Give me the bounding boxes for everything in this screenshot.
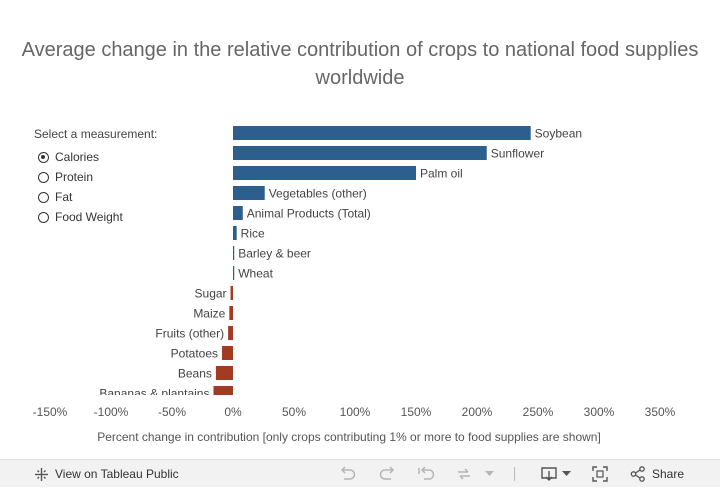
bar-label-potatoes: Potatoes: [171, 347, 218, 361]
revert-icon: [418, 466, 435, 480]
bar-sugar[interactable]: [230, 286, 233, 300]
radio-button-selected[interactable]: [38, 151, 49, 163]
x-tick-label: 0%: [224, 405, 242, 419]
radio-button[interactable]: [38, 211, 49, 223]
download-icon: [541, 467, 557, 481]
bar-wheat[interactable]: [233, 266, 235, 280]
undo-button[interactable]: [339, 460, 357, 488]
bar-sunflower[interactable]: [233, 146, 487, 160]
download-button[interactable]: [540, 460, 571, 488]
bar-label-beans: Beans: [178, 367, 212, 381]
bar-label-bananas-plantains: Bananas & plantains: [99, 387, 209, 401]
chevron-down-icon: [485, 471, 494, 476]
radio-label-calories: Calories: [55, 150, 100, 164]
bar-rice[interactable]: [233, 226, 237, 240]
tableau-logo-icon: [35, 467, 48, 481]
bar-barley-beer[interactable]: [233, 246, 235, 260]
x-tick-label: 50%: [282, 405, 306, 419]
x-tick-label: 200%: [462, 405, 493, 419]
x-tick-label: 250%: [523, 405, 554, 419]
x-tick-label: 300%: [584, 405, 615, 419]
bar-potatoes[interactable]: [222, 346, 233, 360]
bar-label-vegetables-other: Vegetables (other): [269, 187, 367, 201]
bar-fruits-other[interactable]: [228, 326, 233, 340]
view-on-tableau-button[interactable]: View on Tableau Public: [34, 460, 179, 488]
bar-beans[interactable]: [215, 366, 233, 380]
revert-button[interactable]: [417, 460, 437, 488]
bar-label-sugar: Sugar: [195, 287, 227, 301]
bar-label-maize: Maize: [193, 307, 225, 321]
fullscreen-icon: [592, 466, 608, 482]
radio-label-fat: Fat: [55, 190, 73, 204]
redo-icon: [379, 466, 395, 480]
fullscreen-button[interactable]: [592, 460, 608, 488]
radio-label-food-weight: Food Weight: [55, 210, 123, 224]
share-button[interactable]: Share: [630, 460, 684, 488]
x-tick-label: 100%: [340, 405, 371, 419]
refresh-dropdown-button[interactable]: [485, 460, 494, 488]
x-tick-label: -50%: [158, 405, 186, 419]
bar-palm-oil[interactable]: [233, 166, 416, 180]
chart-title: Average change in the relative contribut…: [21, 39, 699, 89]
measurement-filter-label: Select a measurement:: [34, 127, 158, 141]
radio-fat[interactable]: Fat: [34, 187, 157, 207]
radio-protein[interactable]: Protein: [34, 167, 157, 187]
bar-animal-products-total[interactable]: [233, 206, 243, 220]
x-tick-label: -150%: [33, 405, 68, 419]
bar-label-sunflower: Sunflower: [491, 147, 544, 161]
radio-food-weight[interactable]: Food Weight: [34, 207, 157, 227]
x-tick-label: 150%: [401, 405, 432, 419]
x-tick-label: -100%: [94, 405, 129, 419]
radio-label-protein: Protein: [55, 170, 94, 184]
x-tick-label: 350%: [645, 405, 676, 419]
bar-label-soybean: Soybean: [535, 127, 582, 141]
view-on-tableau-label: View on Tableau Public: [55, 467, 179, 481]
radio-button[interactable]: [38, 171, 49, 183]
toolbar-divider: [514, 467, 515, 481]
bar-label-wheat: Wheat: [238, 267, 273, 281]
share-label: Share: [652, 467, 685, 481]
chevron-down-icon: [562, 471, 571, 476]
undo-icon: [340, 466, 356, 480]
refresh-button[interactable]: [455, 460, 473, 488]
measurement-filter: Select a measurement: Calories Protein F…: [34, 127, 157, 227]
refresh-icon: [458, 468, 470, 480]
bar-chart: Soybean Sunflower Palm oil Vegetables (othe…: [33, 126, 676, 444]
x-axis-label: Percent change in contribution [only cro…: [97, 430, 601, 444]
tableau-toolbar: View on Tableau Public: [0, 459, 720, 487]
bar-vegetables-other[interactable]: [233, 186, 265, 200]
radio-button[interactable]: [38, 191, 49, 203]
radio-calories[interactable]: Calories: [34, 147, 157, 167]
bar-soybean[interactable]: [233, 126, 531, 140]
share-icon: [630, 466, 645, 482]
bar-label-animal-products-total: Animal Products (Total): [247, 207, 371, 221]
bar-maize[interactable]: [229, 306, 233, 320]
redo-button[interactable]: [378, 460, 396, 488]
bar-label-barley-beer: Barley & beer: [238, 247, 311, 261]
bar-label-rice: Rice: [241, 227, 265, 241]
bar-bananas-plantains[interactable]: [213, 386, 233, 400]
bar-label-palm-oil: Palm oil: [420, 167, 463, 181]
bar-label-fruits-other: Fruits (other): [155, 327, 224, 341]
